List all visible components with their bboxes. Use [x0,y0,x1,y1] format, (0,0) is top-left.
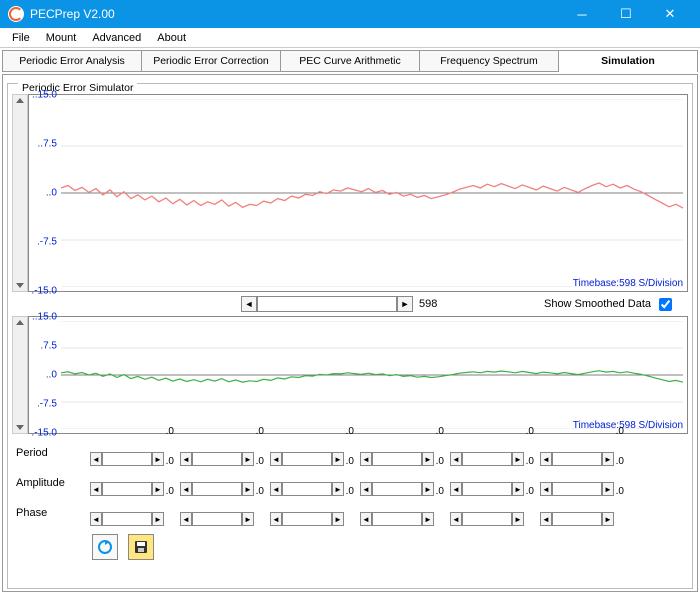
smooth-checkbox[interactable] [659,298,672,311]
ytick-label: .-7.5 [37,237,57,248]
param-value: .0 [436,426,444,437]
tab-pec-curve-arithmetic[interactable]: PEC Curve Arithmetic [281,51,420,72]
param-value: .0 [616,486,624,497]
tab-periodic-error-correction[interactable]: Periodic Error Correction [142,51,281,72]
ytick-label: .-15.0 [31,428,57,439]
param-value: .0 [526,456,534,467]
titlebar: PECPrep V2.00 ─ ☐ ✕ [0,0,700,28]
ytick-label: .-7.5 [37,399,57,410]
param-value: .0 [346,486,354,497]
param-scroll-phase-3[interactable]: ◄► [360,512,434,526]
app-icon [8,6,24,22]
param-scroll-period-1[interactable]: ◄► [180,452,254,466]
menu-mount[interactable]: Mount [38,30,85,46]
param-value: .0 [436,456,444,467]
param-scroll-period-3[interactable]: ◄► [360,452,434,466]
refresh-button[interactable] [92,534,118,560]
smooth-label: Show Smoothed Data [544,298,651,310]
param-scroll-phase-0[interactable]: ◄► [90,512,164,526]
param-value: .0 [526,426,534,437]
param-scroll-phase-5[interactable]: ◄► [540,512,614,526]
ytick-label: ..0 [46,188,57,199]
ytick-label: ..15.0 [32,312,57,323]
param-scroll-amplitude-0[interactable]: ◄► [90,482,164,496]
param-value: .0 [256,456,264,467]
hscroll-left[interactable]: ◄ [241,296,257,312]
param-label-amplitude: Amplitude [16,477,84,489]
param-value: .0 [346,456,354,467]
param-scroll-phase-4[interactable]: ◄► [450,512,524,526]
menu-file[interactable]: File [4,30,38,46]
param-value: .0 [616,456,624,467]
chart1-hcontrol: ◄ ► 598 Show Smoothed Data [12,296,688,312]
chart1-vscroll[interactable] [12,94,28,292]
hscroll-value: 598 [419,298,459,310]
param-value: .0 [526,486,534,497]
chart2: .-15.0.-7.5..0.7.5..15.0 Timebase:598 S/… [28,316,688,434]
param-label-period: Period [16,447,84,459]
params-grid: Period.0◄►.0◄►.0◄►.0◄►.0◄►.0◄►Amplitude.… [16,440,684,526]
menu-about[interactable]: About [149,30,194,46]
hscroll-track[interactable] [257,296,397,312]
chart2-vscroll[interactable] [12,316,28,434]
param-scroll-amplitude-4[interactable]: ◄► [450,482,524,496]
ytick-label: ..7.5 [38,139,57,150]
tab-simulation[interactable]: Simulation [559,51,697,72]
ytick-label: .7.5 [40,341,57,352]
param-scroll-amplitude-2[interactable]: ◄► [270,482,344,496]
param-scroll-period-5[interactable]: ◄► [540,452,614,466]
ytick-label: ..15.0 [32,90,57,101]
tab-frequency-spectrum[interactable]: Frequency Spectrum [420,51,559,72]
chart1-timebase: Timebase:598 S/Division [573,278,683,289]
minimize-button[interactable]: ─ [560,0,604,28]
param-scroll-phase-2[interactable]: ◄► [270,512,344,526]
tabstrip: Periodic Error AnalysisPeriodic Error Co… [2,50,698,72]
param-scroll-period-4[interactable]: ◄► [450,452,524,466]
param-scroll-period-2[interactable]: ◄► [270,452,344,466]
menubar: File Mount Advanced About [0,28,700,48]
close-button[interactable]: ✕ [648,0,692,28]
param-scroll-amplitude-1[interactable]: ◄► [180,482,254,496]
simulation-panel: Periodic Error Simulator .-15.0.-7.5..0.… [2,74,698,592]
ytick-label: ..0 [46,370,57,381]
param-scroll-period-0[interactable]: ◄► [90,452,164,466]
param-scroll-amplitude-5[interactable]: ◄► [540,482,614,496]
hscroll-right[interactable]: ► [397,296,413,312]
refresh-icon [97,539,113,555]
param-value: .0 [166,426,174,437]
param-scroll-amplitude-3[interactable]: ◄► [360,482,434,496]
chart2-timebase: Timebase:598 S/Division [573,420,683,431]
ytick-label: .-15.0 [31,286,57,297]
tab-periodic-error-analysis[interactable]: Periodic Error Analysis [3,51,142,72]
param-value: .0 [616,426,624,437]
chart1: .-15.0.-7.5..0..7.5..15.0 Timebase:598 S… [28,94,688,292]
maximize-button[interactable]: ☐ [604,0,648,28]
menu-advanced[interactable]: Advanced [84,30,149,46]
param-value: .0 [166,456,174,467]
param-label-phase: Phase [16,507,84,519]
param-value: .0 [256,486,264,497]
window-title: PECPrep V2.00 [30,7,560,21]
param-scroll-phase-1[interactable]: ◄► [180,512,254,526]
param-value: .0 [436,486,444,497]
param-value: .0 [166,486,174,497]
param-value: .0 [346,426,354,437]
param-value: .0 [256,426,264,437]
save-button[interactable] [128,534,154,560]
save-icon [133,539,149,555]
